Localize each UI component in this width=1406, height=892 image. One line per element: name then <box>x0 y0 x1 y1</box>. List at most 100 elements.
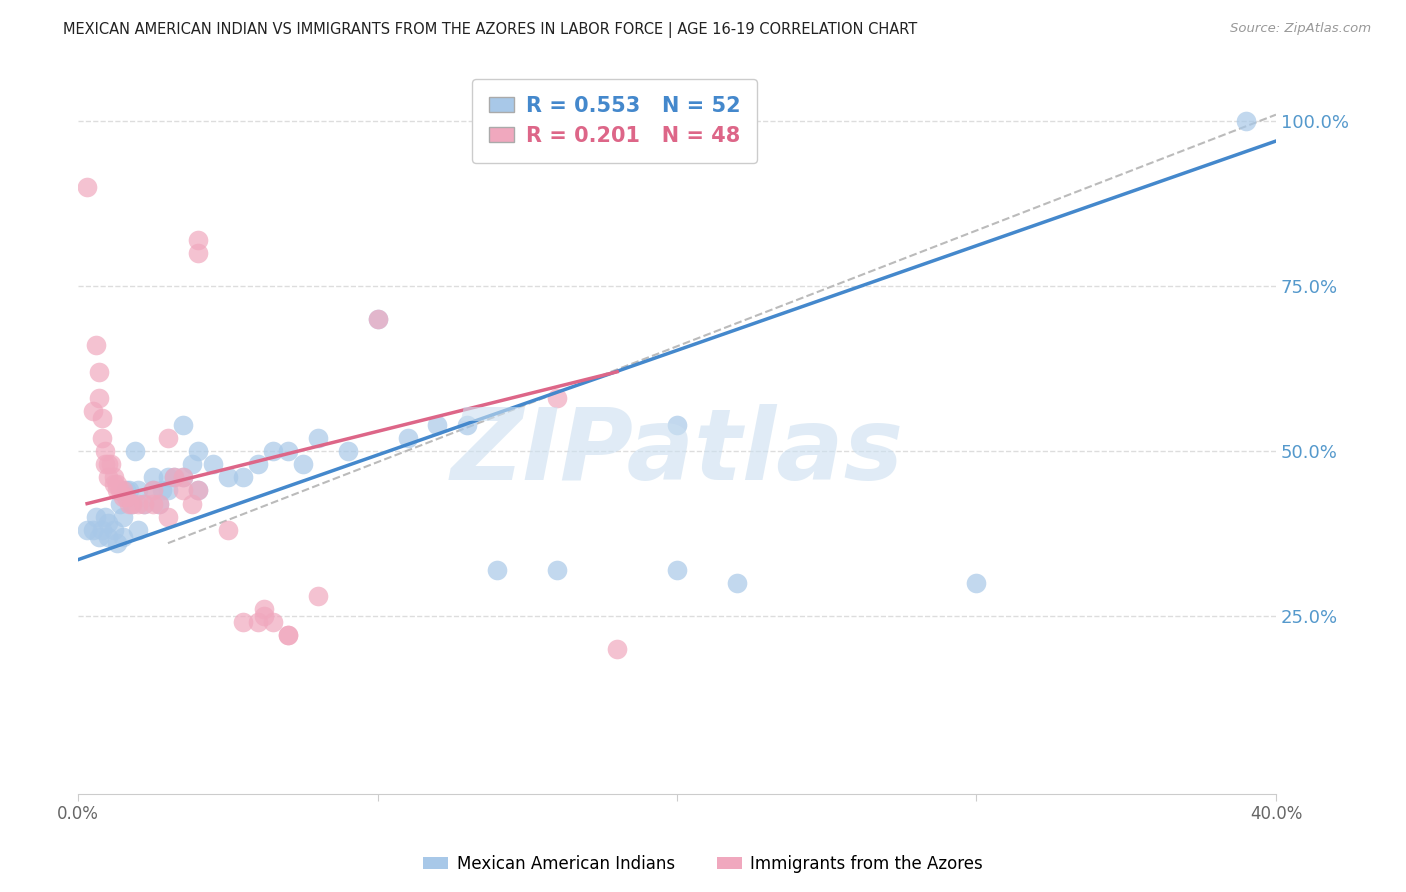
Point <box>262 443 284 458</box>
Point <box>253 602 276 616</box>
Point <box>232 470 254 484</box>
Point <box>277 443 299 458</box>
Point <box>142 470 165 484</box>
Point <box>105 483 128 498</box>
Point <box>163 470 186 484</box>
Point <box>336 443 359 458</box>
Point <box>118 483 141 498</box>
Point <box>76 180 98 194</box>
Point <box>97 457 120 471</box>
Point <box>396 431 419 445</box>
Point <box>97 516 120 531</box>
Point <box>148 497 170 511</box>
Point <box>94 509 117 524</box>
Point <box>87 530 110 544</box>
Point <box>546 562 568 576</box>
Point <box>217 470 239 484</box>
Point <box>121 497 143 511</box>
Point <box>87 365 110 379</box>
Point <box>156 509 179 524</box>
Point <box>127 497 149 511</box>
Point <box>132 497 155 511</box>
Point <box>112 530 135 544</box>
Legend: R = 0.553   N = 52, R = 0.201   N = 48: R = 0.553 N = 52, R = 0.201 N = 48 <box>472 78 758 162</box>
Legend: Mexican American Indians, Immigrants from the Azores: Mexican American Indians, Immigrants fro… <box>416 848 990 880</box>
Point <box>108 497 131 511</box>
Point <box>232 615 254 630</box>
Point <box>217 523 239 537</box>
Point <box>124 443 146 458</box>
Point <box>91 431 114 445</box>
Point <box>187 233 209 247</box>
Text: MEXICAN AMERICAN INDIAN VS IMMIGRANTS FROM THE AZORES IN LABOR FORCE | AGE 16-19: MEXICAN AMERICAN INDIAN VS IMMIGRANTS FR… <box>63 22 918 38</box>
Text: ZIPatlas: ZIPatlas <box>450 404 904 501</box>
Text: Source: ZipAtlas.com: Source: ZipAtlas.com <box>1230 22 1371 36</box>
Point <box>142 483 165 498</box>
Point <box>367 312 389 326</box>
Point <box>546 391 568 405</box>
Point <box>606 641 628 656</box>
Point <box>115 490 138 504</box>
Point <box>426 417 449 432</box>
Point <box>367 312 389 326</box>
Point <box>172 483 194 498</box>
Point <box>187 483 209 498</box>
Point <box>486 562 509 576</box>
Point <box>94 457 117 471</box>
Point <box>291 457 314 471</box>
Point <box>187 483 209 498</box>
Point <box>172 470 194 484</box>
Point <box>156 483 179 498</box>
Point <box>118 497 141 511</box>
Point <box>172 470 194 484</box>
Point <box>456 417 478 432</box>
Point <box>262 615 284 630</box>
Point <box>142 483 165 498</box>
Point <box>103 470 125 484</box>
Point <box>82 404 104 418</box>
Point <box>156 470 179 484</box>
Point <box>277 628 299 642</box>
Point <box>246 615 269 630</box>
Point <box>108 483 131 498</box>
Point <box>127 523 149 537</box>
Point <box>253 608 276 623</box>
Point <box>105 536 128 550</box>
Point <box>97 470 120 484</box>
Point <box>966 575 988 590</box>
Point <box>142 497 165 511</box>
Point <box>725 575 748 590</box>
Point <box>91 523 114 537</box>
Point <box>180 497 202 511</box>
Point <box>666 417 689 432</box>
Point <box>180 457 202 471</box>
Point <box>156 431 179 445</box>
Point <box>112 483 135 498</box>
Point <box>132 497 155 511</box>
Point <box>277 628 299 642</box>
Point <box>84 338 107 352</box>
Point <box>82 523 104 537</box>
Point <box>84 509 107 524</box>
Point <box>246 457 269 471</box>
Point <box>97 530 120 544</box>
Point <box>94 443 117 458</box>
Point <box>121 497 143 511</box>
Point <box>105 476 128 491</box>
Point <box>103 523 125 537</box>
Point <box>666 562 689 576</box>
Point <box>91 411 114 425</box>
Point <box>172 417 194 432</box>
Point <box>150 483 173 498</box>
Point <box>115 483 138 498</box>
Point <box>1234 114 1257 128</box>
Point <box>187 443 209 458</box>
Point <box>112 490 135 504</box>
Point <box>307 589 329 603</box>
Point <box>87 391 110 405</box>
Point <box>201 457 224 471</box>
Point <box>103 476 125 491</box>
Point <box>100 457 122 471</box>
Point <box>76 523 98 537</box>
Point <box>307 431 329 445</box>
